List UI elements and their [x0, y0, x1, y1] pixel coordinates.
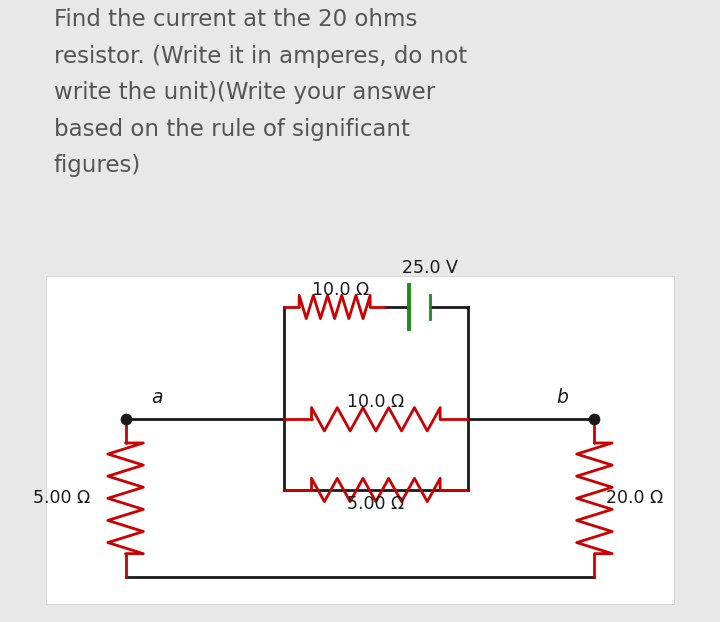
Point [120, 414, 131, 424]
Point [589, 414, 600, 424]
Text: Find the current at the 20 ohms
resistor. (Write it in amperes, do not
write the: Find the current at the 20 ohms resistor… [54, 8, 467, 177]
Text: 5.00 Ω: 5.00 Ω [347, 495, 405, 513]
Text: 10.0 Ω: 10.0 Ω [312, 282, 369, 299]
Text: 5.00 Ω: 5.00 Ω [33, 490, 91, 508]
Text: b: b [557, 388, 569, 407]
Text: 25.0 V: 25.0 V [402, 259, 458, 277]
FancyBboxPatch shape [46, 276, 674, 605]
Text: a: a [151, 388, 163, 407]
Text: 10.0 Ω: 10.0 Ω [347, 393, 405, 411]
Text: 20.0 Ω: 20.0 Ω [606, 490, 663, 508]
